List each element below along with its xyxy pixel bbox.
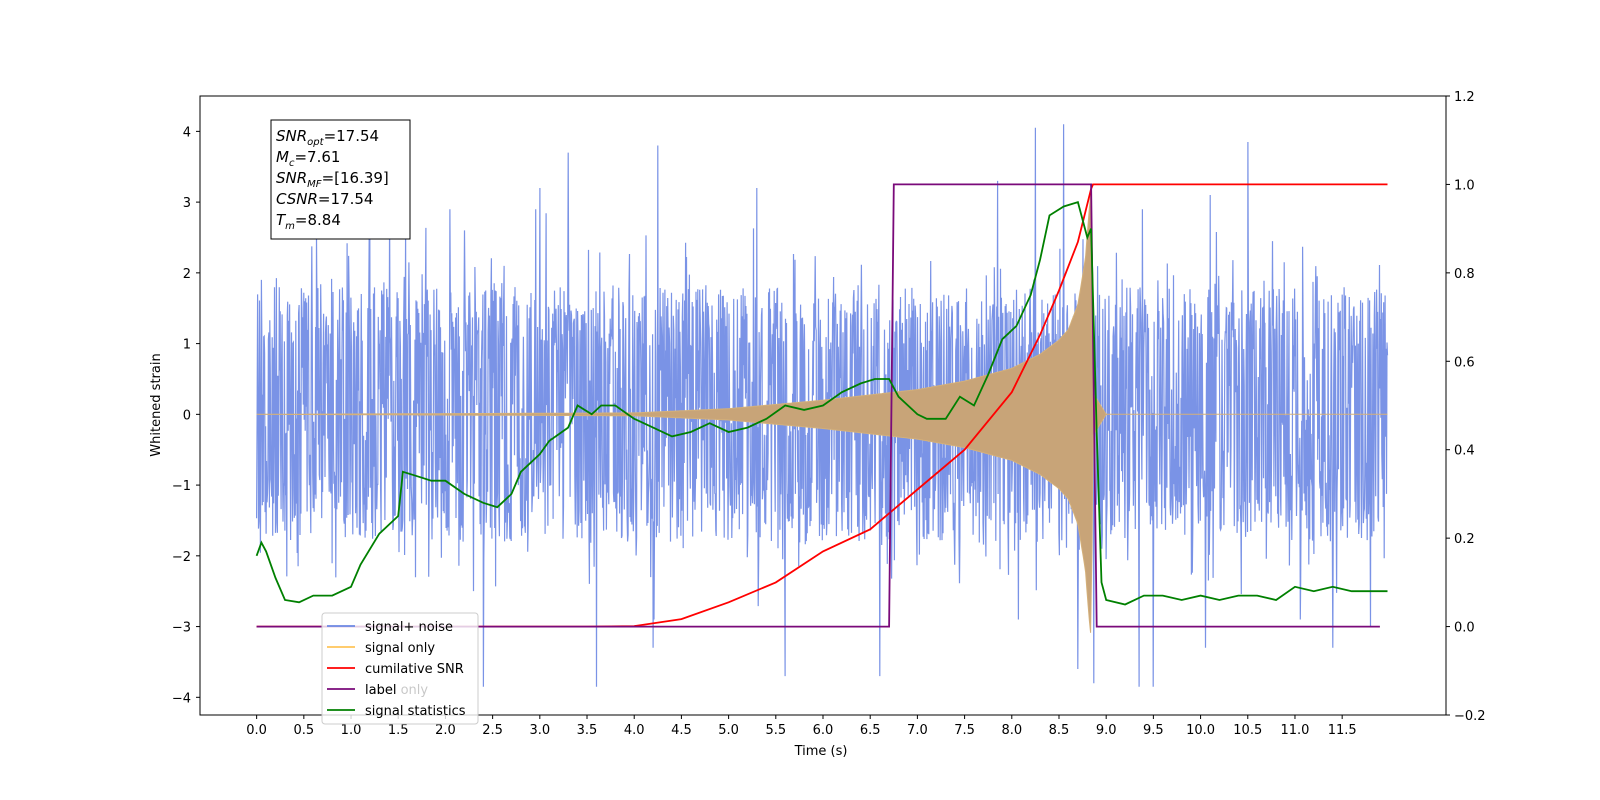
annotation-sub: c [289, 158, 295, 169]
x-tick-label: 3.0 [529, 723, 550, 738]
x-tick-label: 10.5 [1233, 723, 1262, 738]
annotation-value: =7.61 [294, 148, 340, 166]
annotation-value: =17.54 [318, 190, 374, 208]
annotation-var: CSNR [276, 190, 318, 208]
series-signal-statistics-line [255, 200, 1388, 606]
annotation-line: SNRopt=17.54 [276, 127, 379, 148]
y-right-tick-label: 0.8 [1454, 267, 1475, 282]
x-tick-label: 5.0 [718, 723, 739, 738]
annotation-sub: MF [307, 179, 322, 190]
x-tick-label: 2.0 [435, 723, 456, 738]
x-tick-label: 4.0 [624, 723, 645, 738]
annotation-line: Tm=8.84 [276, 211, 341, 232]
annotation-var: M [276, 148, 289, 166]
x-tick-label: 3.5 [577, 723, 598, 738]
annotation-value: =[16.39] [322, 169, 389, 187]
y-right-tick-label: 0.4 [1454, 444, 1475, 459]
x-tick-label: 11.5 [1328, 723, 1357, 738]
legend-label: label [365, 683, 396, 698]
x-tick-label: 6.5 [860, 723, 881, 738]
annotation-value: =17.54 [324, 127, 380, 145]
legend-hidden-label: label only [365, 683, 428, 698]
y-right-tick-label: 1.2 [1454, 90, 1475, 105]
legend-frame [321, 612, 479, 725]
annotation-sub: m [285, 221, 295, 232]
annotation-sub: opt [307, 137, 324, 148]
annotation-line: Mc=7.61 [276, 148, 340, 169]
x-tick-label: 5.5 [765, 723, 786, 738]
x-tick-label: 4.5 [671, 723, 692, 738]
y-left-tick-label: 1 [183, 338, 191, 353]
annotation-var: SNR [276, 169, 307, 187]
y-left-tick-label: −2 [172, 550, 191, 565]
x-tick-label: 8.5 [1049, 723, 1070, 738]
annotation-frame [270, 119, 411, 240]
legend-label: signal+ noise [365, 620, 453, 635]
x-tick-label: 9.5 [1143, 723, 1164, 738]
series-signal-plus-noise-line [256, 124, 1389, 687]
legend-label: signal only [365, 641, 435, 656]
annotation-var: T [276, 211, 287, 229]
x-tick-label: 8.0 [1001, 723, 1022, 738]
x-tick-label: 11.0 [1280, 723, 1309, 738]
x-tick-label: 6.0 [813, 723, 834, 738]
y-axis-right: 1.2 1.0 0.8 0.6 0.4 0.2 0.0 −0.2 [1446, 90, 1486, 724]
x-tick-label: 0.5 [293, 723, 314, 738]
series-cumilative-snr-line [256, 183, 1388, 628]
x-tick-label: 10.0 [1186, 723, 1215, 738]
y-left-tick-label: 0 [183, 408, 191, 423]
x-axis-label: Time (s) [794, 744, 848, 759]
y-left-tick-label: 3 [183, 196, 191, 211]
series-label-line [256, 183, 1380, 628]
y-left-tick-label: −4 [172, 691, 191, 706]
series-signal-only-fill [256, 195, 1388, 633]
y-right-tick-label: −0.2 [1454, 709, 1486, 724]
legend: signal+ noise signal only cumilative SNR la… [321, 612, 479, 725]
y-left-tick-label: 4 [183, 125, 191, 140]
y-axis-left: 4 3 2 1 0 −1 −2 −3 −4 [172, 125, 200, 706]
y-right-tick-label: 0.6 [1454, 355, 1475, 370]
x-tick-label: 7.5 [954, 723, 975, 738]
annotation-line: CSNR=17.54 [276, 190, 373, 208]
x-tick-label: 1.5 [388, 723, 409, 738]
x-tick-label: 0.0 [246, 723, 267, 738]
x-tick-label: 1.0 [341, 723, 362, 738]
y-right-tick-label: 0.0 [1454, 621, 1475, 636]
x-tick-label: 7.0 [907, 723, 928, 738]
legend-label: cumilative SNR [365, 662, 464, 677]
annotation-var: SNR [276, 127, 307, 145]
x-tick-label: 2.5 [482, 723, 503, 738]
annotation-value: =8.84 [295, 211, 341, 229]
y-axis-label: Whitened strain [149, 353, 164, 456]
y-right-tick-label: 1.0 [1454, 178, 1475, 193]
x-tick-label: 9.0 [1096, 723, 1117, 738]
annotation-box: SNRopt=17.54Mc=7.61SNRMF=[16.39]CSNR=17.… [270, 119, 411, 240]
y-right-tick-label: 0.2 [1454, 532, 1475, 547]
y-left-tick-label: −1 [172, 479, 191, 494]
y-left-tick-label: 2 [183, 267, 191, 282]
annotation-line: SNRMF=[16.39] [276, 169, 389, 190]
data-layer [255, 124, 1389, 687]
legend-label: signal statistics [365, 704, 466, 719]
x-axis: 0.0 0.5 1.0 1.5 2.0 2.5 3.0 3.5 4.0 4.5 5.0 5.5 6.0 6… [246, 715, 1357, 738]
y-left-tick-label: −3 [172, 621, 191, 636]
